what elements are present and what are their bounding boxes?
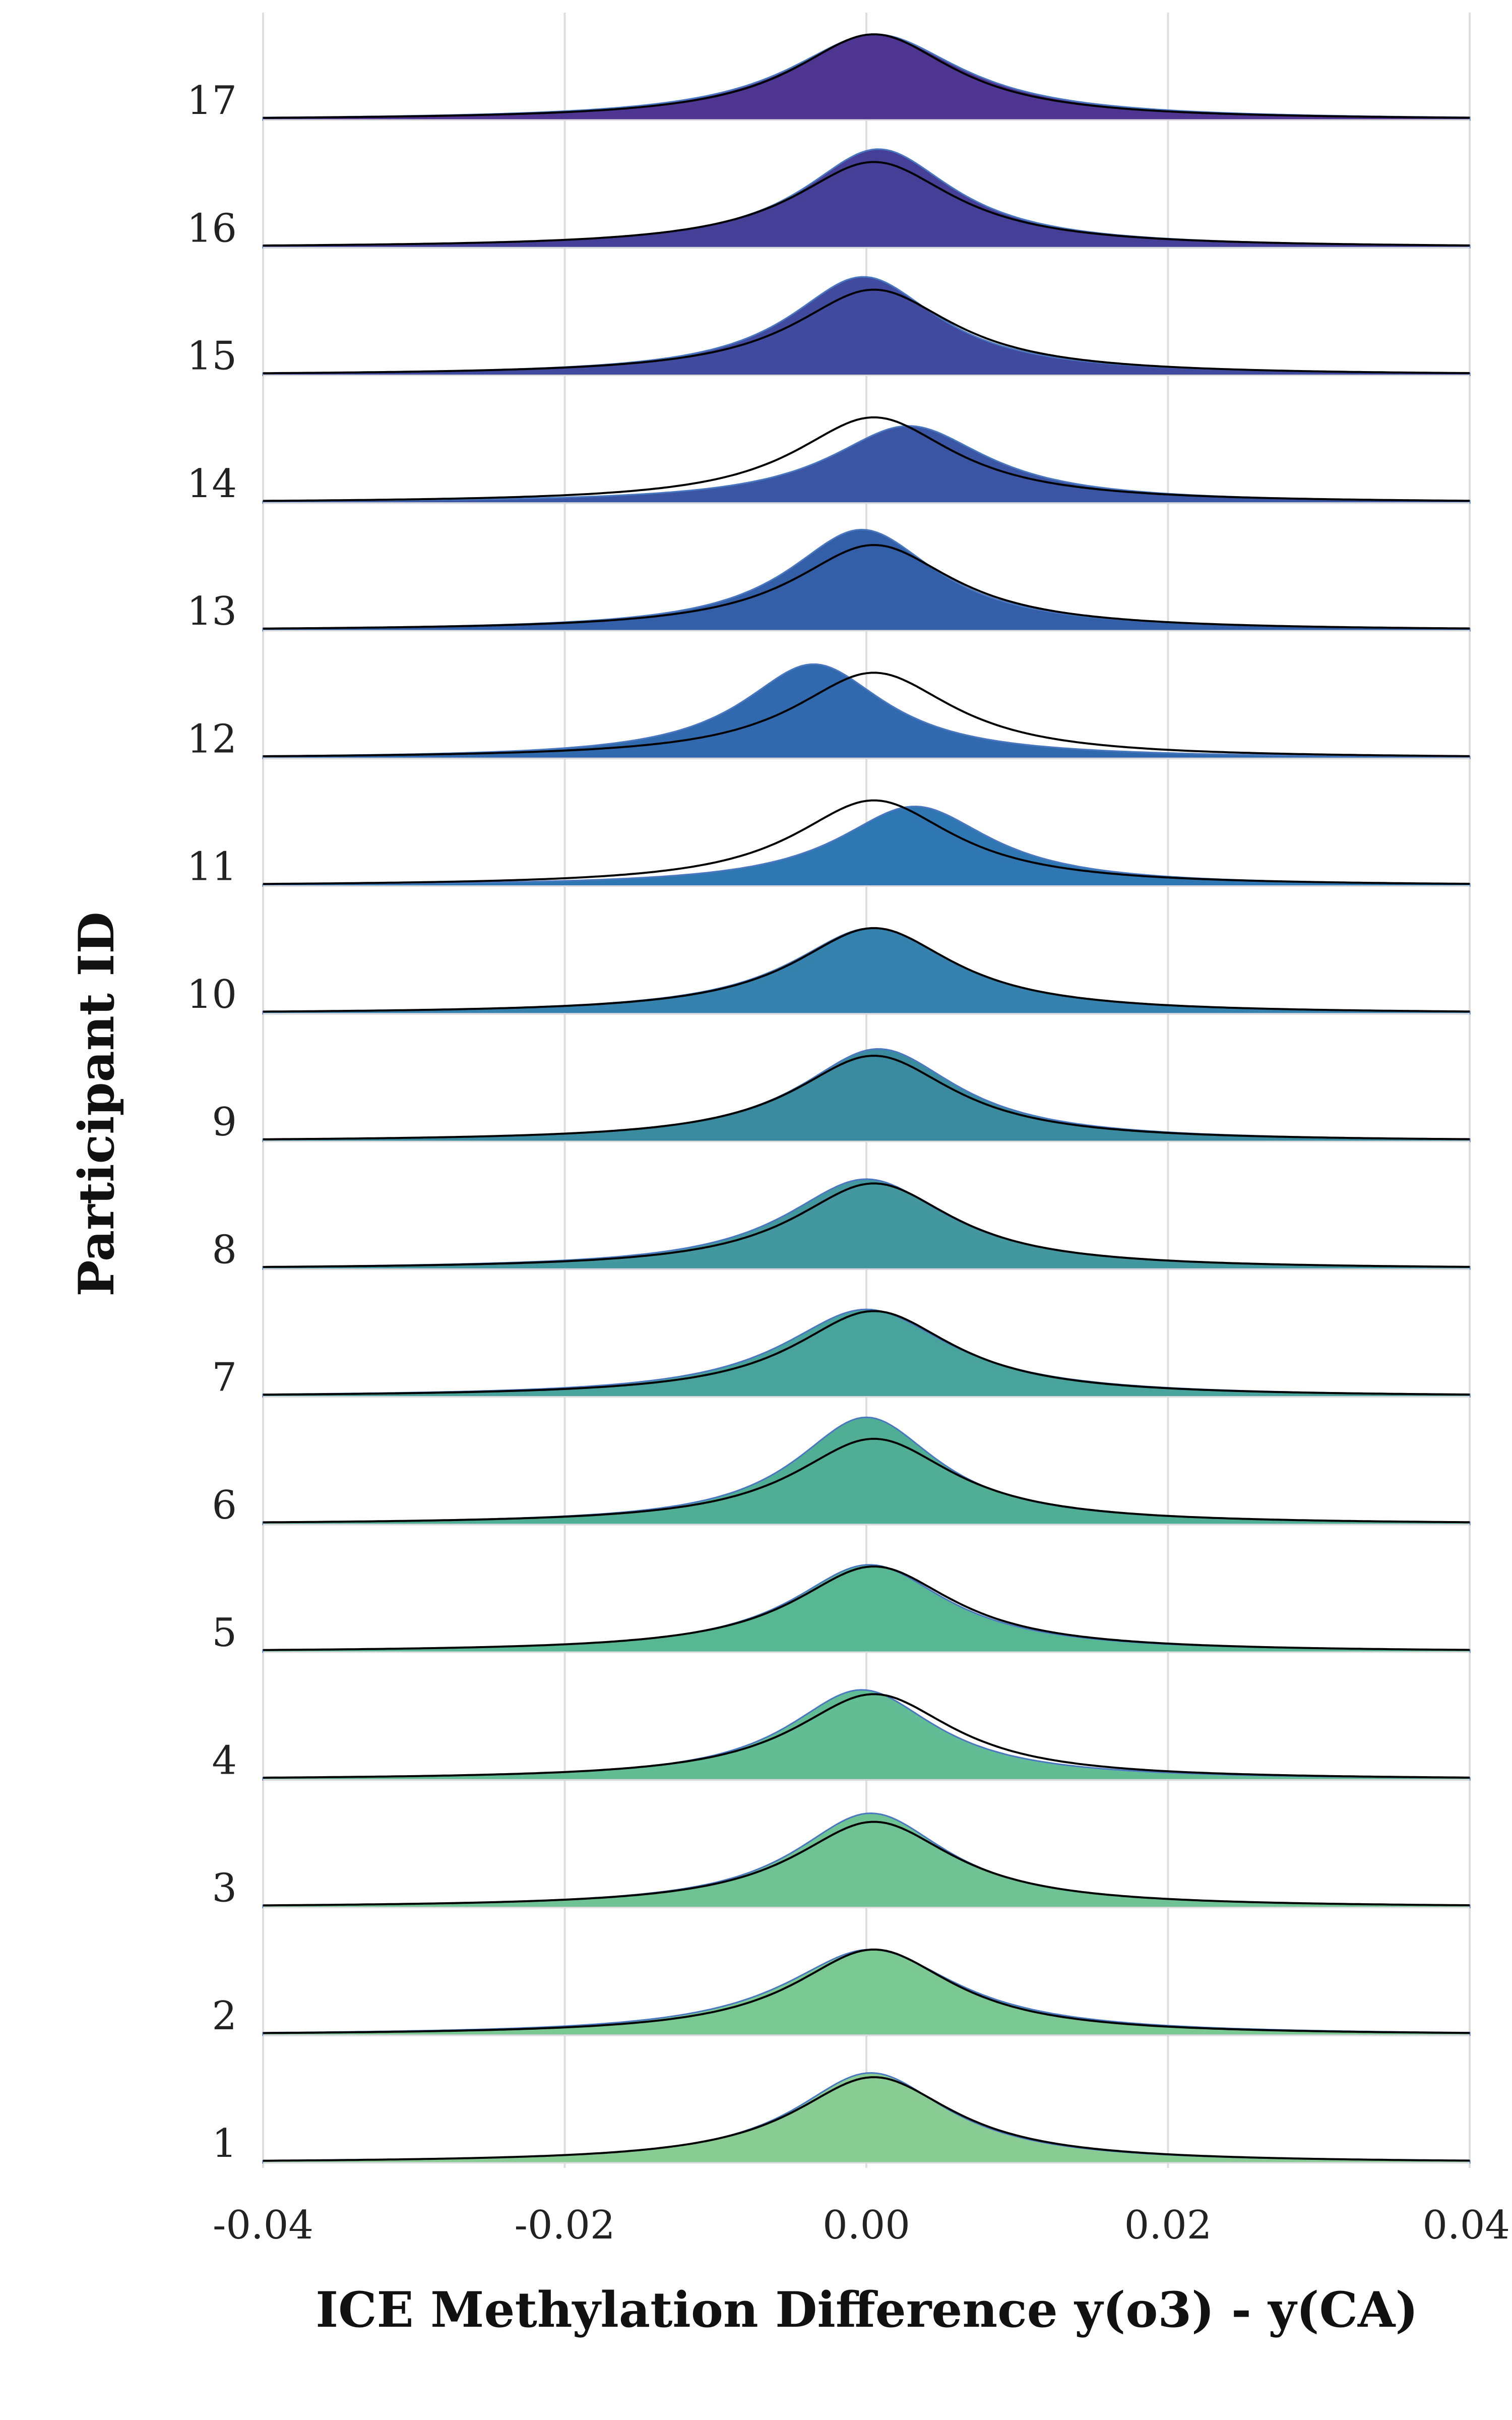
y-tick-label-5: 5 bbox=[212, 1610, 237, 1656]
y-tick-label-3: 3 bbox=[212, 1866, 237, 1911]
ridge-4 bbox=[262, 1689, 1471, 1781]
density-area-15 bbox=[262, 276, 1471, 376]
y-tick-label-2: 2 bbox=[212, 1993, 237, 2039]
ridge-12 bbox=[262, 663, 1471, 759]
reference-curve-11 bbox=[263, 799, 1470, 885]
reference-curve-15 bbox=[263, 288, 1470, 375]
ridge-15 bbox=[262, 276, 1471, 376]
y-tick-label-12: 12 bbox=[187, 716, 237, 762]
density-area-14 bbox=[262, 425, 1471, 504]
density-area-10 bbox=[262, 927, 1471, 1015]
y-tick-labels: 17 16 15 14 13 12 11 10 9 8 7 6 5 4 3 2 1 bbox=[187, 78, 237, 2166]
y-tick-label-1: 1 bbox=[212, 2121, 237, 2166]
x-tick-label: 0.02 bbox=[1124, 2203, 1212, 2248]
ridge-9 bbox=[262, 1048, 1471, 1142]
density-area-5 bbox=[262, 1564, 1471, 1653]
x-tick-labels: -0.04 -0.02 0.00 0.02 0.04 bbox=[213, 2203, 1510, 2248]
reference-curve-1 bbox=[263, 2076, 1470, 2162]
reference-curve-17 bbox=[263, 33, 1470, 119]
reference-curve-6 bbox=[263, 1437, 1470, 1524]
x-tick-label: 0.04 bbox=[1422, 2203, 1510, 2248]
ridge-16 bbox=[262, 148, 1471, 249]
x-tick-label: -0.04 bbox=[213, 2203, 313, 2248]
density-area-1 bbox=[262, 2072, 1471, 2164]
ridge-10 bbox=[262, 927, 1471, 1015]
ridge-14 bbox=[262, 416, 1471, 504]
reference-curve-14 bbox=[263, 416, 1470, 502]
y-tick-label-7: 7 bbox=[212, 1355, 237, 1401]
ridge-7 bbox=[262, 1308, 1471, 1398]
y-tick-label-6: 6 bbox=[212, 1483, 237, 1528]
density-area-2 bbox=[262, 1949, 1471, 2036]
reference-curve-2 bbox=[263, 1948, 1470, 2034]
density-area-4 bbox=[262, 1689, 1471, 1781]
reference-curve-5 bbox=[263, 1565, 1470, 1651]
density-area-3 bbox=[262, 1812, 1471, 1908]
reference-curve-4 bbox=[263, 1693, 1470, 1779]
density-area-17 bbox=[262, 33, 1471, 121]
y-tick-label-14: 14 bbox=[187, 461, 237, 507]
ridge-11 bbox=[262, 799, 1471, 887]
ridge-13 bbox=[262, 528, 1471, 632]
ridge-8 bbox=[262, 1178, 1471, 1270]
reference-curve-9 bbox=[263, 1055, 1470, 1140]
density-area-8 bbox=[262, 1178, 1471, 1270]
x-tick-label: 0.00 bbox=[823, 2203, 910, 2248]
reference-curve-16 bbox=[263, 161, 1470, 247]
reference-curve-13 bbox=[263, 544, 1470, 630]
reference-curve-3 bbox=[263, 1821, 1470, 1907]
density-area-6 bbox=[262, 1416, 1471, 1526]
y-tick-label-15: 15 bbox=[187, 334, 237, 379]
reference-curve-10 bbox=[263, 927, 1470, 1013]
ridges bbox=[262, 33, 1471, 2164]
ridge-2 bbox=[262, 1948, 1471, 2036]
ridge-6 bbox=[262, 1416, 1471, 1526]
y-tick-label-17: 17 bbox=[187, 78, 237, 124]
reference-curve-8 bbox=[263, 1182, 1470, 1268]
ridge-3 bbox=[262, 1812, 1471, 1908]
x-axis-title: ICE Methylation Difference y(o3) - y(CA) bbox=[316, 2281, 1418, 2338]
density-area-9 bbox=[262, 1048, 1471, 1142]
x-tick-label: -0.02 bbox=[514, 2203, 615, 2248]
y-tick-label-9: 9 bbox=[212, 1100, 237, 1145]
ridge-17 bbox=[262, 33, 1471, 121]
ridge-5 bbox=[262, 1564, 1471, 1653]
y-tick-label-10: 10 bbox=[187, 972, 237, 1017]
ridge-1 bbox=[262, 2072, 1471, 2164]
y-tick-label-13: 13 bbox=[187, 589, 237, 634]
y-tick-label-11: 11 bbox=[187, 844, 237, 890]
density-area-16 bbox=[262, 148, 1471, 249]
reference-curve-12 bbox=[263, 672, 1470, 757]
y-tick-label-16: 16 bbox=[187, 206, 237, 251]
y-tick-label-8: 8 bbox=[212, 1227, 237, 1273]
y-axis-title: Participant ID bbox=[68, 912, 125, 1296]
density-area-7 bbox=[262, 1308, 1471, 1398]
reference-curve-7 bbox=[263, 1310, 1470, 1396]
y-tick-label-4: 4 bbox=[212, 1738, 237, 1783]
